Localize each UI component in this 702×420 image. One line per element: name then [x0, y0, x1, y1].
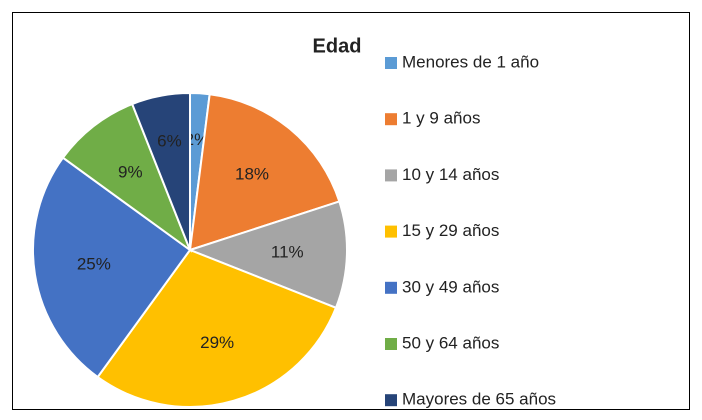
- legend-label: 1 y 9 años: [402, 109, 480, 128]
- legend-swatch: [385, 281, 397, 294]
- data-label: 6%: [157, 132, 182, 151]
- pie-slice: [188, 93, 341, 252]
- legend-swatch: [385, 225, 397, 238]
- data-label: 11%: [271, 243, 304, 262]
- data-label: 18%: [235, 164, 269, 183]
- legend-swatch: [385, 57, 397, 69]
- legend-swatch: [385, 169, 397, 182]
- pie-slice: [32, 156, 192, 379]
- legend-label: Mayores de 65 años: [402, 390, 556, 409]
- legend-label: 50 y 64 años: [402, 333, 499, 352]
- data-label: 9%: [118, 163, 143, 182]
- legend-label: 15 y 29 años: [402, 221, 499, 240]
- pie-slice: [61, 102, 193, 253]
- legend-label: 10 y 14 años: [402, 165, 499, 184]
- pie-slice: [96, 248, 338, 408]
- data-label: 25%: [77, 255, 111, 274]
- pie-slice: [187, 200, 348, 310]
- chart-title: Edad: [313, 35, 362, 57]
- legend-label: 30 y 49 años: [402, 277, 499, 296]
- legend-swatch: [385, 394, 397, 407]
- legend-swatch: [385, 113, 397, 126]
- data-label: 29%: [200, 333, 234, 352]
- legend-swatch: [385, 338, 397, 350]
- legend-label: Menores de 1 año: [402, 52, 539, 71]
- pie-slice: [130, 91, 191, 251]
